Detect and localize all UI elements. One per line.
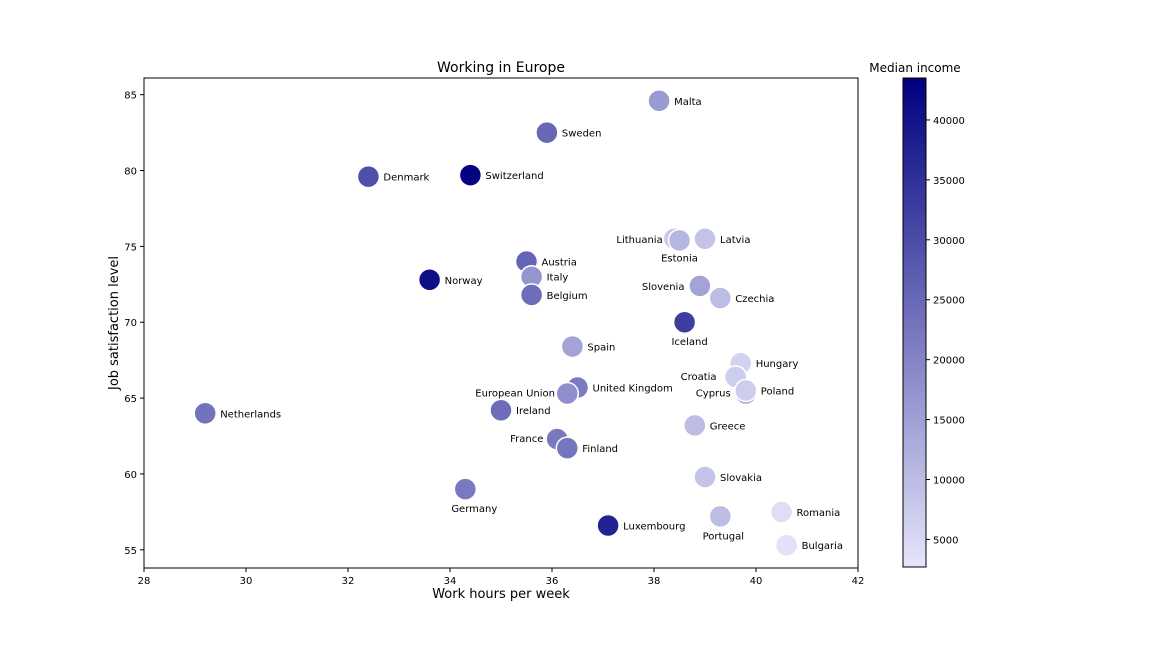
x-tick-label: 32 [342,576,355,587]
point-portugal [708,504,733,529]
point-latvia [693,227,717,251]
label-france: France [510,434,543,445]
plot-frame [143,77,859,569]
point-estonia [667,228,692,253]
x-tick-label: 42 [852,576,865,587]
y-tick-label: 80 [124,167,137,178]
chart-title: Working in Europe [437,60,565,76]
label-bulgaria: Bulgaria [802,541,843,552]
label-latvia: Latvia [720,235,750,246]
label-slovakia: Slovakia [720,473,762,484]
point-switzerland [458,163,483,187]
label-hungary: Hungary [756,359,799,370]
point-slovakia [693,465,717,489]
y-tick-label: 85 [124,91,137,102]
colorbar-tick-label: 25000 [933,296,965,307]
x-tick-label: 30 [240,576,253,587]
label-netherlands: Netherlands [220,409,281,420]
x-tick-label: 36 [546,576,559,587]
label-estonia: Estonia [661,253,698,264]
point-germany [453,477,478,501]
label-united-kingdom: United Kingdom [593,383,673,394]
x-tick-label: 34 [444,576,457,587]
colorbar-tick-label: 30000 [933,236,965,247]
colorbar-tick-label: 20000 [933,356,965,367]
colorbar-gradient [902,77,927,568]
points-layer: Malta Sweden Denmark Switzerland Lithuania Es… [193,89,843,557]
point-slovenia [688,274,712,298]
label-sweden: Sweden [562,129,602,140]
label-ireland: Ireland [516,406,551,417]
point-bulgaria [774,533,799,557]
label-romania: Romania [797,508,841,519]
axes-layer: 28 30 32 34 36 38 40 42 55 60 65 70 75 80 85 [124,77,865,587]
y-tick-label: 55 [124,546,137,557]
colorbar: 5000 10000 15000 20000 25000 30000 35000 40000 [902,77,965,568]
label-greece: Greece [710,421,746,432]
point-malta [647,89,671,113]
y-tick-label: 70 [124,318,137,329]
label-denmark: Denmark [383,173,429,184]
label-belgium: Belgium [547,291,588,302]
label-finland: Finland [582,444,618,455]
label-lithuania: Lithuania [616,235,662,246]
point-romania [769,500,794,524]
point-denmark [356,164,381,189]
y-tick-label: 60 [124,470,137,481]
point-greece [683,413,707,438]
point-ireland [489,398,513,422]
y-axis-label: Job satisfaction level [107,256,122,391]
point-czechia [708,286,733,310]
point-spain [560,334,585,359]
label-germany: Germany [451,504,497,515]
colorbar-tick-label: 35000 [933,176,965,187]
x-tick-label: 38 [648,576,661,587]
label-norway: Norway [445,276,483,287]
label-slovenia: Slovenia [642,282,685,293]
y-tick-label: 65 [124,394,137,405]
label-luxembourg: Luxembourg [623,522,685,533]
label-spain: Spain [587,343,615,354]
point-luxembourg [596,513,620,538]
point-iceland [672,310,697,334]
label-european-union: European Union [475,389,555,400]
colorbar-title: Median income [869,61,960,75]
point-norway [417,268,442,292]
label-iceland: Iceland [671,337,707,348]
x-axis-label: Work hours per week [432,587,570,602]
colorbar-tick-label: 40000 [933,116,965,127]
point-european-union [555,381,580,406]
colorbar-tick-label: 10000 [933,476,965,487]
label-austria: Austria [542,258,577,269]
point-finland [555,436,580,460]
colorbar-tick-label: 15000 [933,416,965,427]
label-croatia: Croatia [681,372,717,383]
label-poland: Poland [761,387,794,398]
point-sweden [535,120,559,145]
y-tick-label: 75 [124,242,137,253]
point-netherlands [193,401,217,426]
label-portugal: Portugal [703,531,744,542]
label-malta: Malta [674,97,702,108]
x-tick-label: 40 [750,576,763,587]
label-cyprus: Cyprus [696,389,731,400]
point-belgium [519,283,544,307]
colorbar-tick-label: 5000 [933,535,958,546]
x-tick-label: 28 [138,576,151,587]
label-italy: Italy [547,273,569,284]
label-czechia: Czechia [735,294,774,305]
label-switzerland: Switzerland [485,171,543,182]
point-poland [734,378,758,403]
